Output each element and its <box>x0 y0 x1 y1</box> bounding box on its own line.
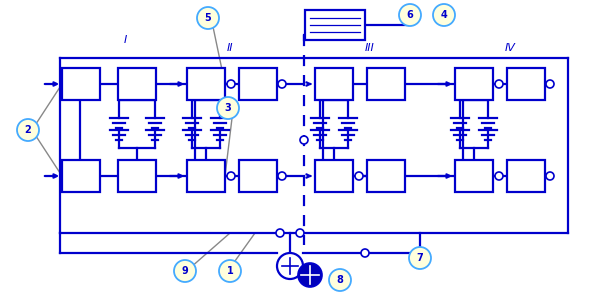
Circle shape <box>399 4 421 26</box>
Text: 5: 5 <box>204 13 212 23</box>
Circle shape <box>17 119 39 141</box>
Circle shape <box>278 80 286 88</box>
Circle shape <box>495 80 503 88</box>
Bar <box>239 160 277 192</box>
Bar <box>187 160 225 192</box>
Bar <box>367 68 405 100</box>
Circle shape <box>495 172 503 180</box>
Circle shape <box>298 263 322 287</box>
Circle shape <box>197 7 219 29</box>
Circle shape <box>227 172 235 180</box>
Text: 3: 3 <box>225 103 231 113</box>
Bar <box>455 68 493 100</box>
Circle shape <box>296 229 304 237</box>
Circle shape <box>219 260 241 282</box>
Circle shape <box>276 229 284 237</box>
Text: IV: IV <box>505 43 516 53</box>
Bar <box>455 160 493 192</box>
Bar <box>239 68 277 100</box>
Text: III: III <box>365 43 375 53</box>
Circle shape <box>329 269 351 291</box>
Bar <box>305 10 365 40</box>
Circle shape <box>277 253 303 279</box>
Circle shape <box>546 80 554 88</box>
Bar <box>118 68 156 100</box>
Bar <box>507 160 545 192</box>
Text: 2: 2 <box>24 125 32 135</box>
Circle shape <box>174 260 196 282</box>
Text: II: II <box>226 43 233 53</box>
Circle shape <box>355 172 363 180</box>
Circle shape <box>433 4 455 26</box>
Circle shape <box>409 247 431 269</box>
Text: I: I <box>123 35 126 45</box>
Bar <box>187 68 225 100</box>
Bar <box>315 160 353 192</box>
Circle shape <box>278 172 286 180</box>
Text: 8: 8 <box>337 275 343 285</box>
Bar <box>367 160 405 192</box>
Bar <box>62 160 100 192</box>
Text: 6: 6 <box>406 10 414 20</box>
Circle shape <box>217 97 239 119</box>
Text: 4: 4 <box>440 10 448 20</box>
Bar <box>62 68 100 100</box>
Bar <box>315 68 353 100</box>
Circle shape <box>546 172 554 180</box>
Text: 7: 7 <box>417 253 423 263</box>
Text: 1: 1 <box>226 266 234 276</box>
Circle shape <box>361 249 369 257</box>
Circle shape <box>300 136 308 144</box>
Bar <box>507 68 545 100</box>
Bar <box>118 160 156 192</box>
Circle shape <box>227 80 235 88</box>
Text: 9: 9 <box>182 266 188 276</box>
